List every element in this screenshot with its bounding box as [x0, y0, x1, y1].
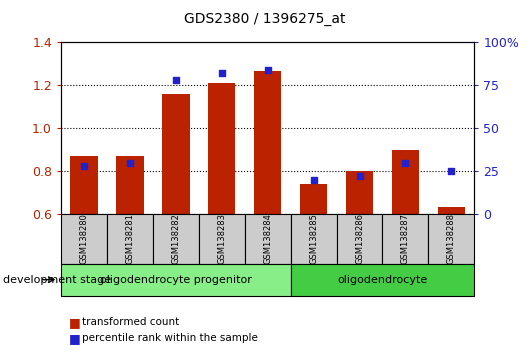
- Point: [80, 163, 88, 169]
- Bar: [383, 214, 428, 264]
- Point: [217, 70, 226, 76]
- Bar: [428, 214, 474, 264]
- Bar: [116, 156, 144, 214]
- Bar: [346, 171, 373, 214]
- Text: GSM138288: GSM138288: [447, 213, 456, 264]
- Point: [126, 160, 134, 166]
- Text: oligodendrocyte progenitor: oligodendrocyte progenitor: [100, 275, 252, 285]
- Bar: [300, 184, 328, 214]
- Text: GSM138284: GSM138284: [263, 213, 272, 264]
- Text: development stage: development stage: [3, 275, 111, 285]
- Bar: [392, 150, 419, 214]
- Bar: [290, 264, 474, 296]
- Bar: [199, 214, 245, 264]
- Text: GSM138285: GSM138285: [309, 213, 318, 264]
- Point: [401, 160, 410, 166]
- Bar: [254, 72, 281, 214]
- Text: GSM138280: GSM138280: [80, 213, 89, 264]
- Bar: [70, 156, 98, 214]
- Bar: [290, 214, 337, 264]
- Text: percentile rank within the sample: percentile rank within the sample: [82, 333, 258, 343]
- Text: GSM138281: GSM138281: [126, 213, 134, 264]
- Bar: [438, 207, 465, 214]
- Bar: [61, 264, 290, 296]
- Bar: [162, 94, 190, 214]
- Point: [355, 173, 364, 179]
- Bar: [61, 214, 107, 264]
- Point: [172, 78, 180, 83]
- Point: [263, 67, 272, 73]
- Text: GSM138282: GSM138282: [171, 213, 180, 264]
- Bar: [337, 214, 383, 264]
- Text: GSM138287: GSM138287: [401, 213, 410, 264]
- Text: transformed count: transformed count: [82, 317, 179, 327]
- Bar: [208, 83, 235, 214]
- Text: ■: ■: [69, 316, 81, 329]
- Text: oligodendrocyte: oligodendrocyte: [338, 275, 428, 285]
- Bar: [153, 214, 199, 264]
- Bar: [245, 214, 290, 264]
- Bar: [107, 214, 153, 264]
- Point: [310, 177, 318, 183]
- Text: GSM138286: GSM138286: [355, 213, 364, 264]
- Text: GSM138283: GSM138283: [217, 213, 226, 264]
- Text: ■: ■: [69, 332, 81, 344]
- Text: GDS2380 / 1396275_at: GDS2380 / 1396275_at: [184, 12, 346, 27]
- Point: [447, 169, 456, 174]
